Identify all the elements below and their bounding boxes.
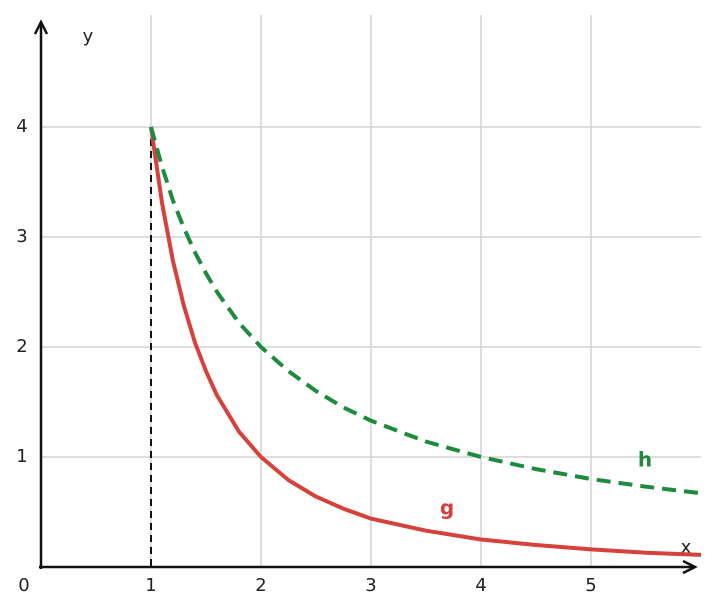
- y-axis-label: y: [83, 26, 94, 47]
- y-tick-label: 1: [16, 446, 27, 467]
- curve: [149, 126, 702, 496]
- curve: [149, 126, 702, 557]
- curve-label: h: [638, 448, 652, 472]
- x-tick-label: 3: [365, 575, 376, 596]
- x-axis-arrow: [682, 559, 698, 575]
- x-axis-label: x: [681, 537, 692, 558]
- y-tick-label: 2: [16, 336, 27, 357]
- x-tick-label: 0: [18, 575, 29, 596]
- curve-label: g: [440, 496, 454, 520]
- x-tick-label: 1: [145, 575, 156, 596]
- y-tick-label: 3: [16, 226, 27, 247]
- x-tick-label: 4: [475, 575, 486, 596]
- y-axis-arrow: [33, 19, 49, 35]
- x-tick-label: 5: [585, 575, 596, 596]
- x-tick-label: 2: [255, 575, 266, 596]
- y-tick-label: 4: [16, 116, 27, 137]
